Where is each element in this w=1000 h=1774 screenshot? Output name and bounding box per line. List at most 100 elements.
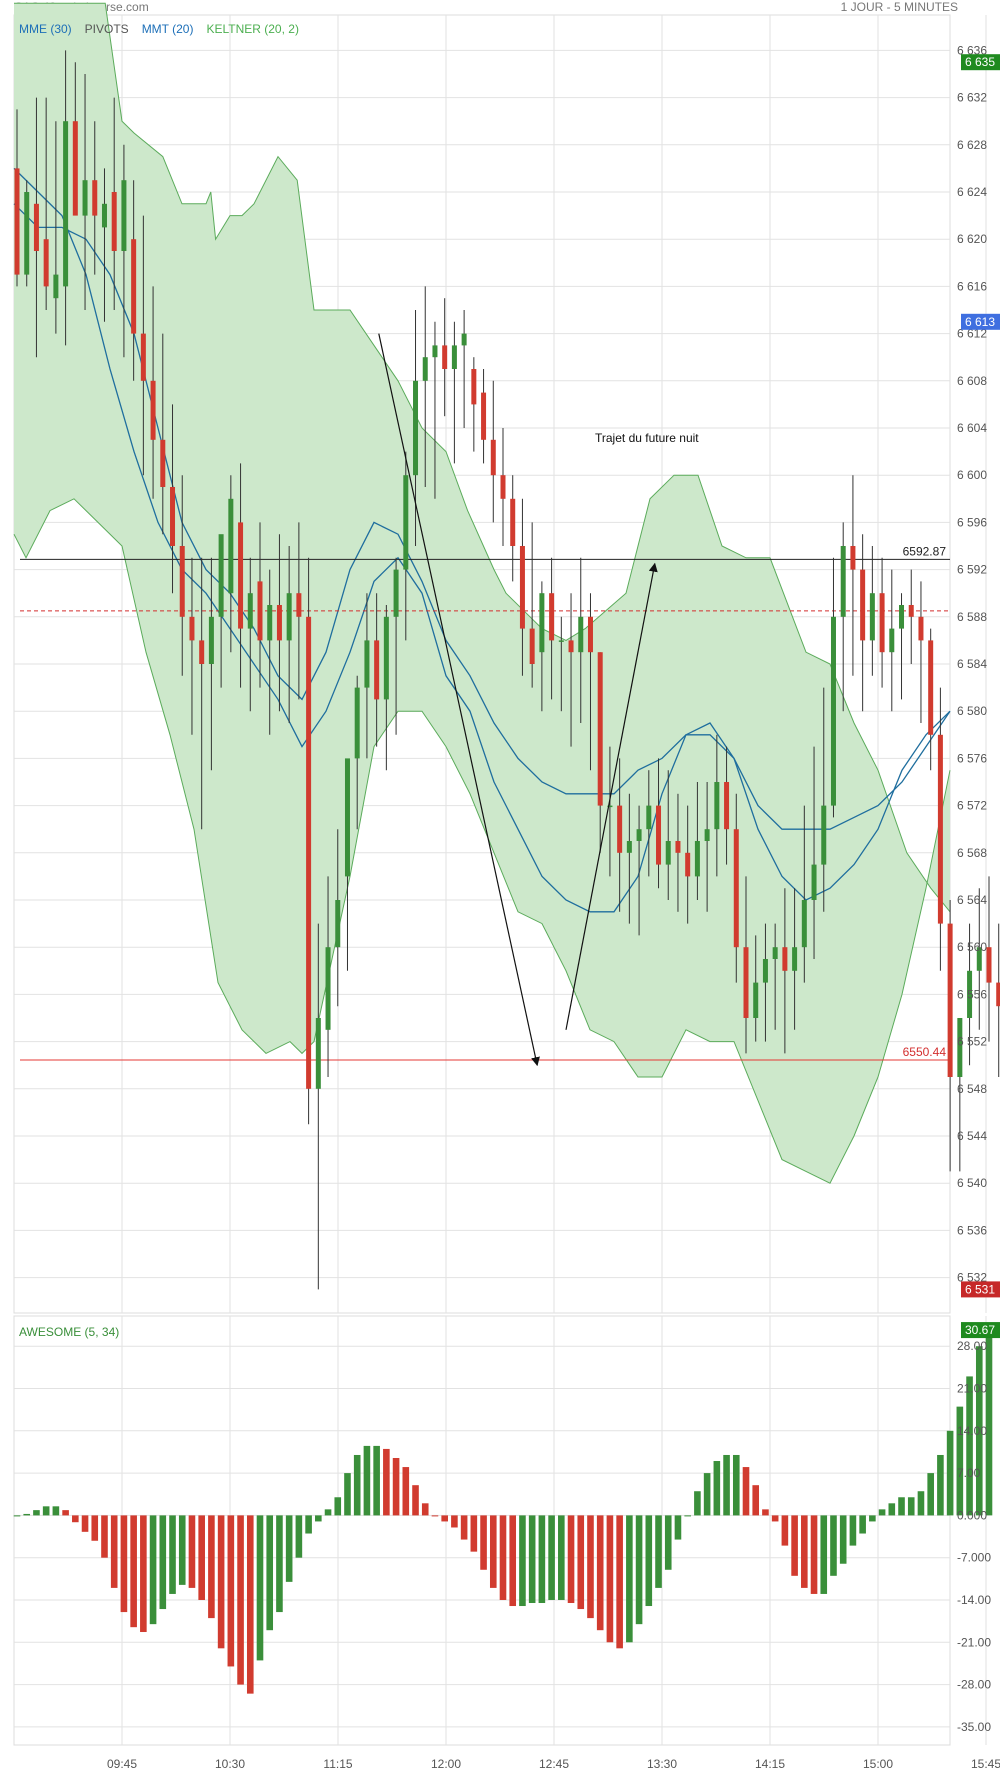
candle: [928, 628, 934, 771]
candle: [899, 593, 905, 700]
candle: [675, 793, 681, 912]
candle: [121, 144, 127, 358]
candle-body: [743, 947, 749, 1018]
candle: [170, 404, 176, 594]
candle-body: [549, 593, 555, 641]
candle: [33, 97, 39, 358]
candle: [189, 557, 195, 735]
ao-bar: [519, 1515, 526, 1607]
ao-bar: [208, 1515, 215, 1619]
candle: [413, 310, 419, 546]
ao-bar: [334, 1497, 342, 1516]
candle: [762, 923, 768, 1042]
candle-body: [442, 345, 448, 369]
pivot-label-black: 6592.87: [903, 544, 947, 558]
price-tick-label: 6 624: [957, 185, 987, 199]
timeframe-label[interactable]: 1 JOUR - 5 MINUTES: [840, 0, 958, 14]
keltner-upper-line: [14, 2, 951, 913]
pivot-lines: 6592.87 6550.44: [20, 544, 950, 1061]
ao-bar: [917, 1491, 925, 1516]
ao-tick-label: 21.00: [957, 1382, 987, 1396]
candle: [101, 168, 107, 322]
ao-bar: [567, 1515, 575, 1604]
ao-bar: [470, 1515, 478, 1552]
candle: [889, 569, 895, 712]
ao-bar: [130, 1515, 137, 1628]
price-last-tag-bg: [961, 313, 1000, 330]
candle-body: [160, 439, 166, 487]
candle: [976, 888, 982, 1030]
candle: [471, 357, 477, 452]
price-tick-label: 6 560: [957, 940, 987, 954]
candle-body: [753, 982, 759, 1018]
ao-bar: [344, 1473, 351, 1516]
candle-body: [92, 180, 98, 216]
x-tick-label: 15:00: [863, 1757, 893, 1771]
price-tick-label: 6 568: [957, 846, 987, 860]
ao-tick-label: -28.00: [957, 1678, 991, 1692]
price-tick-label: 6 536: [957, 1223, 987, 1237]
ao-bar: [91, 1515, 99, 1541]
candle: [967, 923, 973, 1066]
candle: [286, 546, 292, 723]
ao-tick-label: -14.00: [957, 1593, 991, 1607]
candle: [442, 298, 448, 417]
ao-bar: [441, 1515, 448, 1522]
candle: [179, 475, 185, 676]
ao-bar: [324, 1509, 332, 1516]
candle-body: [72, 121, 78, 216]
candle: [63, 50, 69, 346]
candle: [43, 97, 49, 310]
candle: [801, 805, 807, 983]
price-high-tag: 6 635: [965, 55, 995, 69]
candle-body: [286, 593, 292, 641]
candle-body: [578, 616, 584, 653]
candle-body: [762, 959, 768, 983]
candle-body: [665, 841, 671, 865]
candle-body: [189, 616, 195, 641]
ao-tick-label: -7.000: [957, 1551, 991, 1565]
candle: [451, 321, 457, 464]
candle-body: [24, 192, 30, 275]
ao-bar: [762, 1509, 769, 1516]
candle: [607, 746, 613, 877]
ao-bar: [373, 1445, 380, 1516]
ao-tick-label: -35.00: [957, 1720, 991, 1734]
mmt-20-line: [13, 167, 951, 913]
candle-body: [461, 333, 467, 346]
candle-body: [675, 841, 681, 853]
candle: [432, 321, 438, 499]
candle: [879, 557, 885, 688]
candle-body: [772, 947, 778, 959]
pivot-label-red: 6550.44: [903, 1045, 947, 1059]
ao-bar: [781, 1515, 789, 1546]
x-tick-label: 12:45: [539, 1757, 569, 1771]
candle: [24, 180, 30, 287]
ao-bar: [431, 1515, 439, 1517]
candle: [957, 1018, 963, 1172]
candle-body: [247, 593, 253, 629]
ao-bar: [771, 1515, 779, 1522]
candle-body: [82, 180, 88, 216]
ao-bar: [392, 1457, 400, 1516]
candle-body: [500, 475, 506, 499]
ao-bar: [888, 1503, 896, 1516]
ao-bar: [101, 1515, 108, 1558]
ao-bar: [645, 1515, 653, 1607]
candle: [558, 616, 564, 712]
candle-body: [422, 357, 428, 381]
candle-body: [199, 640, 205, 664]
candle: [782, 888, 788, 1054]
ao-bar: [878, 1509, 886, 1516]
candle: [597, 652, 603, 853]
price-tick-label: 6 580: [957, 704, 987, 718]
price-tick-label: 6 592: [957, 563, 987, 577]
candle-body: [306, 616, 312, 1089]
candle-body: [218, 534, 224, 617]
candle: [354, 675, 360, 830]
ao-bar: [830, 1515, 837, 1576]
ao-bar: [81, 1515, 89, 1532]
x-tick-label: 13:30: [647, 1757, 677, 1771]
candle: [539, 581, 545, 712]
